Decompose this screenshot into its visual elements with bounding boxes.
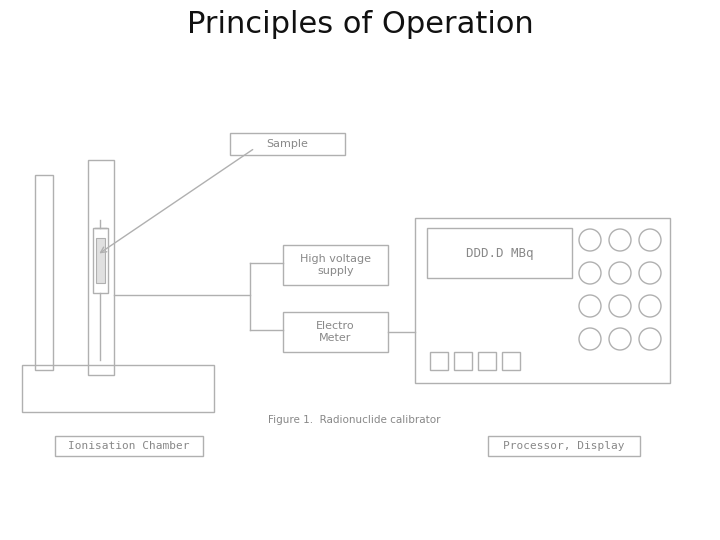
Bar — [35, 175, 53, 370]
Circle shape — [639, 229, 661, 251]
Circle shape — [609, 262, 631, 284]
Circle shape — [609, 295, 631, 317]
Bar — [427, 228, 572, 278]
Circle shape — [579, 295, 601, 317]
Bar — [415, 218, 670, 383]
Bar — [88, 160, 114, 375]
Bar — [488, 436, 640, 456]
Text: Ionisation Chamber: Ionisation Chamber — [68, 441, 190, 451]
Bar — [93, 228, 108, 293]
Bar — [55, 436, 203, 456]
Bar — [478, 352, 496, 370]
Text: Figure 1.  Radionuclide calibrator: Figure 1. Radionuclide calibrator — [268, 415, 441, 425]
Bar — [283, 312, 388, 352]
Text: Principles of Operation: Principles of Operation — [186, 10, 534, 39]
Circle shape — [579, 229, 601, 251]
Bar — [502, 352, 520, 370]
Bar — [454, 352, 472, 370]
Circle shape — [639, 295, 661, 317]
Text: Processor, Display: Processor, Display — [503, 441, 625, 451]
Bar — [96, 238, 105, 283]
Circle shape — [639, 328, 661, 350]
Bar — [430, 352, 448, 370]
Text: Sample: Sample — [266, 139, 308, 149]
Bar — [230, 133, 345, 155]
Circle shape — [639, 262, 661, 284]
Bar — [22, 365, 214, 412]
Text: DDD.D MBq: DDD.D MBq — [466, 246, 534, 260]
Circle shape — [579, 262, 601, 284]
Circle shape — [579, 328, 601, 350]
Circle shape — [609, 229, 631, 251]
Bar — [283, 245, 388, 285]
Circle shape — [609, 328, 631, 350]
Text: Electro
Meter: Electro Meter — [316, 321, 355, 343]
Text: High voltage
supply: High voltage supply — [300, 254, 371, 276]
